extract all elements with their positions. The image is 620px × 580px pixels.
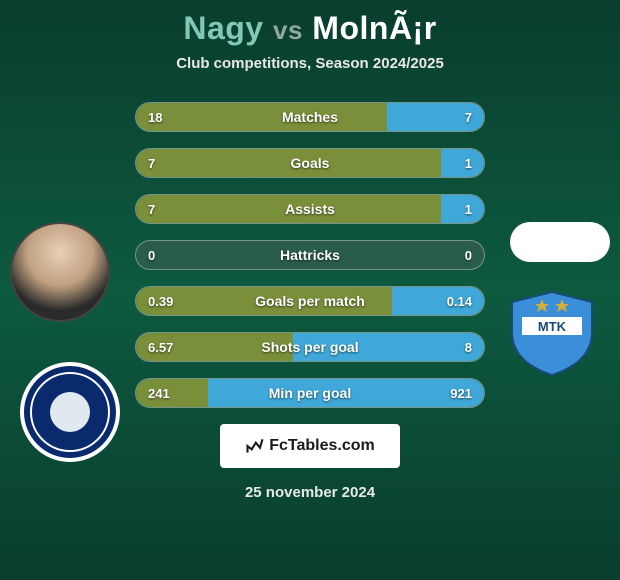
chart-container: MTK 187Matches 71Goals 71Assists 00Hattrick…: [0, 102, 620, 408]
player1-avatar: [10, 222, 110, 322]
stat-label: Hattricks: [136, 241, 484, 269]
stat-row: 187Matches: [135, 102, 485, 132]
player2-club-badge: MTK: [502, 287, 602, 377]
stat-row: 71Goals: [135, 148, 485, 178]
logo-text: FcTables.com: [269, 437, 375, 455]
player1-club-badge: [20, 362, 120, 462]
stat-row: 6.578Shots per goal: [135, 332, 485, 362]
stat-row: 00Hattricks: [135, 240, 485, 270]
stat-label: Goals per match: [136, 287, 484, 315]
player1-name: Nagy: [183, 10, 263, 46]
svg-text:MTK: MTK: [538, 319, 567, 334]
player2-name: MolnÃ¡r: [312, 10, 436, 46]
date-text: 25 november 2024: [0, 484, 620, 501]
stat-row: 0.390.14Goals per match: [135, 286, 485, 316]
stat-row: 241921Min per goal: [135, 378, 485, 408]
fctables-logo: FcTables.com: [220, 424, 400, 468]
subtitle: Club competitions, Season 2024/2025: [0, 55, 620, 72]
stat-label: Assists: [136, 195, 484, 223]
stat-label: Goals: [136, 149, 484, 177]
comparison-title: Nagy vs MolnÃ¡r: [0, 0, 620, 47]
stat-row: 71Assists: [135, 194, 485, 224]
vs-text: vs: [273, 15, 303, 45]
player2-avatar: [510, 222, 610, 262]
stat-label: Shots per goal: [136, 333, 484, 361]
stat-label: Min per goal: [136, 379, 484, 407]
stat-label: Matches: [136, 103, 484, 131]
stat-bars: 187Matches 71Goals 71Assists 00Hattricks 0.3…: [135, 102, 485, 408]
